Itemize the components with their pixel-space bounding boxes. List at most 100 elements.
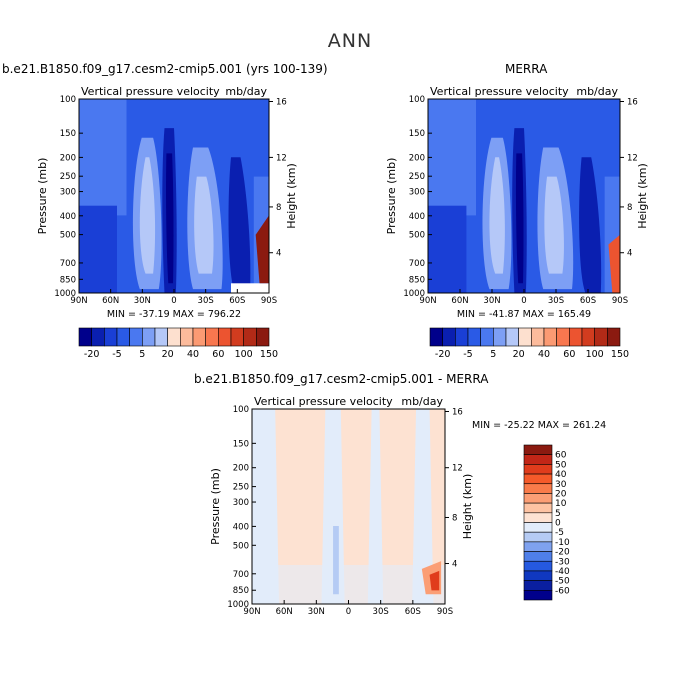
main-title: ANN xyxy=(327,30,373,52)
diff-ytick-label: 500 xyxy=(233,541,249,551)
model-rtick-label: 8 xyxy=(276,203,281,213)
model-missing xyxy=(231,283,269,293)
obs-ytick-label: 100 xyxy=(409,95,425,105)
model-colorbar-label: 100 xyxy=(235,349,253,360)
diff-colorbar-label: -50 xyxy=(555,577,570,587)
obs-region xyxy=(515,153,524,284)
model-ytick-label: 500 xyxy=(60,231,76,241)
diff-region xyxy=(252,409,280,604)
obs-ytick-label: 250 xyxy=(409,172,425,182)
model-ytick-label: 150 xyxy=(60,129,76,139)
diff-colorbar-swatch xyxy=(523,551,553,562)
obs-region xyxy=(579,157,602,293)
obs-xtick-label: 60N xyxy=(451,296,468,306)
diff-rtick-label: 12 xyxy=(452,464,463,474)
model-ytick-label: 100 xyxy=(60,95,76,105)
obs-colorbar-swatch xyxy=(442,327,456,347)
obs-colorbar-swatch xyxy=(480,327,494,347)
obs-colorbar-swatch xyxy=(455,327,469,347)
diff-ytick-label: 300 xyxy=(233,498,249,508)
obs-ytick-label: 850 xyxy=(409,275,425,285)
model-ytick-label: 400 xyxy=(60,212,76,222)
model-colorbar-swatch xyxy=(218,327,232,347)
model-colorbar-label: 40 xyxy=(187,349,199,360)
model-ytick-label: 850 xyxy=(60,275,76,285)
model-ytick-label: 300 xyxy=(60,188,76,198)
obs-field xyxy=(428,99,620,293)
model-colorbar-swatch xyxy=(104,327,118,347)
model-xtick-label: 60N xyxy=(102,296,119,306)
diff-colorbar-swatch xyxy=(523,522,553,533)
model-colorbar-swatch xyxy=(78,327,92,347)
diff-colorbar-swatch xyxy=(523,483,553,494)
obs-variable-label: Vertical pressure velocity xyxy=(430,85,569,98)
diff-region xyxy=(429,570,440,591)
obs-rtick-label: 4 xyxy=(627,249,632,259)
model-colorbar-swatch xyxy=(142,327,156,347)
obs-ytick-label: 1000 xyxy=(403,289,425,299)
obs-region xyxy=(428,99,476,216)
model-min-max: MIN = -37.19 MAX = 796.22 xyxy=(107,309,241,320)
model-region xyxy=(255,215,269,284)
diff-region xyxy=(367,409,384,604)
model-xtick-label: 90N xyxy=(70,296,87,306)
diff-xtick-label: 90N xyxy=(243,607,260,617)
obs-colorbar-label: 5 xyxy=(490,349,496,360)
obs-colorbar-swatch xyxy=(531,327,545,347)
obs-colorbar-swatch xyxy=(467,327,481,347)
diff-region xyxy=(333,526,339,595)
obs-region xyxy=(544,176,564,274)
obs-rtick-label: 12 xyxy=(627,153,638,163)
diff-units-label: mb/day xyxy=(401,395,443,408)
diff-ytick-label: 150 xyxy=(233,439,249,449)
diff-xtick-label: 90S xyxy=(437,607,453,617)
model-xtick-label: 0 xyxy=(171,296,176,306)
obs-colorbar-swatch xyxy=(493,327,507,347)
diff-rtick-label: 16 xyxy=(452,408,463,418)
obs-ytick-label: 700 xyxy=(409,259,425,269)
diff-region xyxy=(252,565,445,604)
model-colorbar-swatch xyxy=(230,327,244,347)
diff-colorbar-label: 0 xyxy=(555,519,561,529)
obs-xtick-label: 90S xyxy=(612,296,628,306)
diff-field xyxy=(252,409,445,604)
diff-colorbar-swatch xyxy=(523,570,553,581)
model-xtick-label: 60S xyxy=(229,296,245,306)
diff-colorbar-swatch xyxy=(523,473,553,485)
diff-region xyxy=(412,409,434,604)
model-colorbar-label: -5 xyxy=(112,349,121,360)
panel-diff-case-title: b.e21.B1850.f09_g17.cesm2-cmip5.001 - ME… xyxy=(194,372,489,386)
panel-diff-plot: Vertical pressure velocity mb/day10015020… xyxy=(209,395,606,617)
obs-rtick-label: 8 xyxy=(627,203,632,213)
model-rtick-label: 4 xyxy=(276,249,281,259)
obs-xtick-label: 60S xyxy=(580,296,596,306)
diff-xtick-label: 0 xyxy=(346,607,351,617)
diff-rtick-label: 4 xyxy=(452,560,457,570)
model-region xyxy=(139,157,156,274)
diff-colorbar-swatch xyxy=(523,444,553,455)
diff-colorbar-swatch xyxy=(523,464,553,475)
obs-colorbar-swatch xyxy=(556,327,570,347)
diff-xtick-label: 30S xyxy=(373,607,389,617)
model-colorbar-label: 150 xyxy=(260,349,278,360)
diff-colorbar-label: 20 xyxy=(555,489,567,499)
diff-colorbar-label: 30 xyxy=(555,480,567,490)
diff-colorbar-swatch xyxy=(523,590,553,601)
obs-region xyxy=(428,205,467,293)
panel-obs-case-title: MERRA xyxy=(505,62,548,76)
diff-ytick-label: 400 xyxy=(233,522,249,532)
model-variable-label: Vertical pressure velocity xyxy=(81,85,220,98)
diff-colorbar-swatch xyxy=(523,580,553,591)
diff-colorbar-swatch xyxy=(523,502,553,514)
diff-colorbar-label: -30 xyxy=(555,557,570,567)
diff-variable-label: Vertical pressure velocity xyxy=(254,395,393,408)
obs-ylabel-right: Height (km) xyxy=(636,163,649,229)
diff-rtick-label: 8 xyxy=(452,513,457,523)
diff-ylabel-right: Height (km) xyxy=(461,474,474,540)
model-colorbar-swatch xyxy=(192,327,206,347)
obs-min-max: MIN = -41.87 MAX = 165.49 xyxy=(457,309,591,320)
diff-xtick-label: 30N xyxy=(308,607,325,617)
model-colorbar-swatch xyxy=(129,327,143,347)
model-rtick-label: 12 xyxy=(276,153,287,163)
obs-colorbar-label: 20 xyxy=(513,349,525,360)
